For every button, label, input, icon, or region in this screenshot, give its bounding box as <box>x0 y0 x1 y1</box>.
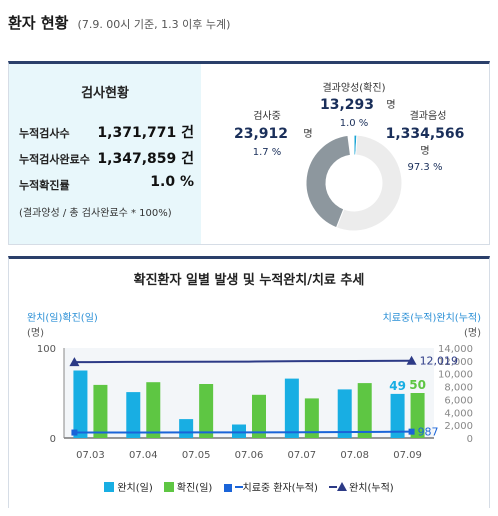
bar-cured-daily <box>390 393 405 438</box>
summary-title: 검사현황 <box>81 86 129 101</box>
donut-slice-0 <box>305 134 351 229</box>
data-label-cured-cumulative: 12,019 <box>420 355 459 368</box>
legend-item-cured-cumulative[interactable]: 완치(누적) <box>329 479 394 494</box>
legend-item-in-treatment[interactable]: 치료중 환자(누적) <box>223 479 318 494</box>
summary-value: 1.0 % <box>150 174 194 190</box>
x-tick-label: 07.07 <box>288 450 317 461</box>
summary-label: 누적검사완료수 <box>19 153 90 166</box>
right-tick-label: 4,000 <box>444 408 473 419</box>
donut-label-positive: 결과양성(확진) <box>322 82 385 94</box>
marker-cured-cumulative <box>406 355 417 365</box>
legend-line <box>329 486 338 488</box>
left-axis-unit: (명) <box>27 327 44 339</box>
donut-unit-negative: 명 <box>420 145 429 157</box>
marker-in-treatment <box>408 428 415 435</box>
marker-cured-cumulative <box>69 357 80 367</box>
right-tick-label: 12,000 <box>438 357 473 368</box>
summary-row-positive-rate: 누적확진률 1.0 % <box>19 174 194 194</box>
right-axis-label: 치료중(누적)완치(누적) <box>383 312 482 324</box>
donut-slice-2 <box>335 134 403 232</box>
legend-swatch <box>104 482 115 492</box>
right-tick-label: 8,000 <box>444 383 473 394</box>
summary-row-total-tests: 누적검사수 1,371,771 건 <box>19 122 194 142</box>
data-label-in-treatment: 987 <box>418 426 439 439</box>
legend-line <box>234 486 243 488</box>
right-tick-label: 6,000 <box>444 395 473 406</box>
summary-label: 누적확진률 <box>19 179 70 192</box>
x-tick-label: 07.08 <box>340 450 369 461</box>
legend-swatch <box>163 482 174 492</box>
x-tick-label: 07.03 <box>76 450 105 461</box>
page-subtitle: (7.9. 00시 기준, 1.3 이후 누계) <box>77 18 231 31</box>
line-in-treatment <box>74 430 412 434</box>
bar-cured-daily <box>337 389 352 438</box>
page-title: 환자 현황 <box>8 14 69 32</box>
legend-item-confirmed-daily[interactable]: 확진(일) <box>163 479 213 494</box>
summary-label: 누적검사수 <box>19 127 70 140</box>
legend-label: 확진(일) <box>176 483 213 494</box>
bar-cured-daily <box>73 370 88 438</box>
bar-cured-daily <box>126 392 141 438</box>
donut-label-negative: 결과음성 <box>410 110 447 122</box>
legend-label: 완치(누적) <box>349 483 394 494</box>
donut-unit-pending: 명 <box>303 128 312 140</box>
summary-row-completed-tests: 누적검사완료수 1,347,859 건 <box>19 148 194 168</box>
donut-unit-positive: 명 <box>386 99 395 111</box>
legend-label: 치료중 환자(누적) <box>242 483 318 494</box>
line-cured-cumulative <box>74 359 412 364</box>
chart-legend: 완치(일) 확진(일) 치료중 환자(누적) 완치(누적) <box>9 479 489 494</box>
marker-in-treatment <box>71 429 78 436</box>
bar-cured-daily <box>179 419 194 438</box>
legend-swatch <box>223 484 232 492</box>
legend-label: 완치(일) <box>117 483 153 494</box>
data-label-cured-daily: 49 <box>389 379 406 393</box>
bar-confirmed-daily <box>304 398 319 438</box>
x-tick-label: 07.04 <box>129 450 158 461</box>
chart-title: 확진환자 일별 발생 및 누적완치/치료 추세 <box>133 273 365 288</box>
donut-value-positive: 13,293 <box>320 97 374 113</box>
bar-cured-daily <box>284 378 299 438</box>
x-tick-label: 07.05 <box>182 450 211 461</box>
data-label-confirmed-daily: 50 <box>409 378 426 392</box>
left-axis-label: 완치(일)확진(일) <box>27 312 98 324</box>
right-tick-label: 14,000 <box>438 344 473 355</box>
bar-confirmed-daily <box>357 383 372 438</box>
trend-chart: 완치(일)확진(일) (명) 치료중(누적)완치(누적) (명) 100014,… <box>9 303 489 508</box>
x-tick-label: 07.06 <box>235 450 264 461</box>
right-tick-label: 2,000 <box>444 421 473 432</box>
left-tick-label: 0 <box>50 434 56 445</box>
legend-triangle <box>337 482 348 491</box>
bar-confirmed-daily <box>93 384 108 438</box>
donut-pct-positive: 1.0 % <box>340 118 369 129</box>
summary-value: 1,371,771 건 <box>97 125 194 141</box>
legend-item-cured-daily[interactable]: 완치(일) <box>104 479 153 494</box>
bar-confirmed-daily <box>199 384 214 438</box>
trend-chart-panel: 확진환자 일별 발생 및 누적완치/치료 추세 완치(일)확진(일) (명) 치… <box>8 256 490 508</box>
left-tick-label: 100 <box>37 344 56 355</box>
donut-pct-pending: 1.7 % <box>253 147 282 158</box>
right-axis-unit: (명) <box>464 327 481 339</box>
test-result-donut: 결과양성(확진) 13,293 명 1.0 % 검사중 23,912 명 1.7… <box>234 82 465 232</box>
x-tick-label: 07.09 <box>393 450 422 461</box>
bar-confirmed-daily <box>252 394 266 438</box>
test-summary-box: 검사현황 누적검사수 1,371,771 건 누적검사완료수 1,347,859… <box>9 64 201 244</box>
right-tick-label: 0 <box>467 434 473 445</box>
plot-area <box>64 348 434 438</box>
summary-note: (결과양성 / 총 검사완료수 * 100%) <box>19 208 172 219</box>
donut-value-negative: 1,334,566 <box>386 126 465 142</box>
bar-cured-daily <box>232 424 246 438</box>
bar-confirmed-daily <box>410 393 425 438</box>
donut-pct-negative: 97.3 % <box>408 162 443 173</box>
page-header: 환자 현황 (7.9. 00시 기준, 1.3 이후 누계) <box>8 12 488 36</box>
right-tick-label: 10,000 <box>438 370 473 381</box>
donut-value-pending: 23,912 <box>234 126 288 142</box>
summary-value: 1,347,859 건 <box>97 151 194 167</box>
bar-confirmed-daily <box>146 382 161 438</box>
test-status-panel: 검사현황 누적검사수 1,371,771 건 누적검사완료수 1,347,859… <box>8 61 490 245</box>
donut-label-pending: 검사중 <box>253 110 281 122</box>
